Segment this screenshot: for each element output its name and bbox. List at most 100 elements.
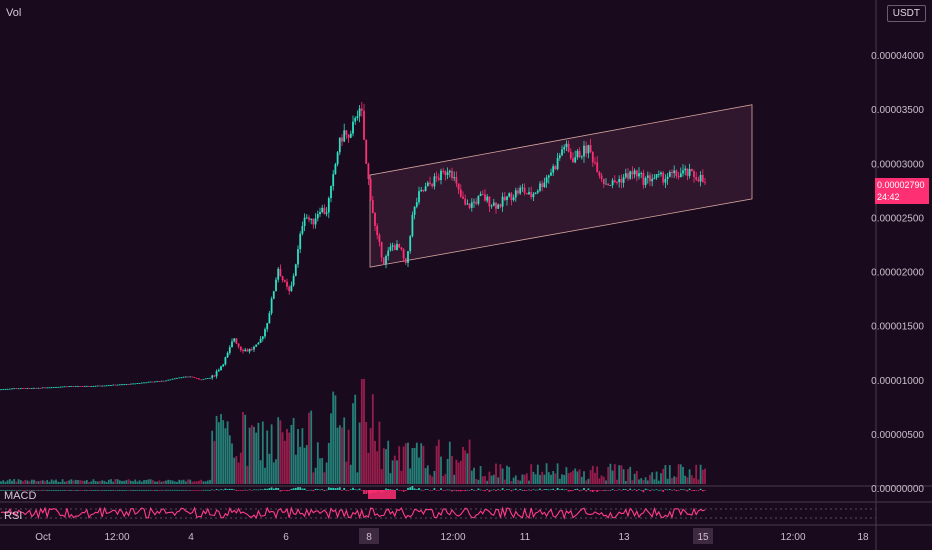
candle-body xyxy=(314,218,317,225)
volume-bar xyxy=(556,463,559,484)
macd-histogram-bar xyxy=(90,489,93,491)
time-tick-highlight xyxy=(359,528,379,544)
candle-body xyxy=(363,110,365,140)
macd-histogram-bar xyxy=(609,489,612,491)
macd-histogram-bar xyxy=(292,488,295,490)
volume-bar xyxy=(173,481,176,484)
macd-histogram-bar xyxy=(228,488,231,490)
macd-histogram-bar xyxy=(446,489,449,491)
candle-body xyxy=(41,387,44,389)
macd-histogram-bar xyxy=(114,490,117,491)
candle-body xyxy=(655,174,658,178)
volume-bar xyxy=(74,479,77,484)
candle-body xyxy=(583,145,585,157)
volume-bar xyxy=(209,479,211,484)
macd-histogram-bar xyxy=(642,490,645,493)
macd-histogram-bar xyxy=(235,490,238,491)
volume-bar xyxy=(475,479,478,484)
candle-body xyxy=(134,383,137,385)
macd-histogram-bar xyxy=(338,487,341,490)
volume-bar xyxy=(424,468,427,484)
volume-bar xyxy=(352,403,354,484)
candle-body xyxy=(580,156,583,158)
macd-histogram-bar xyxy=(591,490,594,492)
macd-histogram-bar xyxy=(521,489,524,491)
candle-body xyxy=(268,313,271,324)
candle-body xyxy=(341,137,343,142)
macd-histogram-bar xyxy=(501,488,504,490)
volume-bar xyxy=(541,471,544,484)
candle-body xyxy=(517,190,519,194)
candle-body xyxy=(481,193,484,195)
volume-bar xyxy=(697,479,700,484)
candle-body xyxy=(132,383,134,385)
volume-bar xyxy=(512,477,515,484)
time-axis[interactable]: Oct 12:00 4 6 8 12:00 11 13 15 12:00 18 xyxy=(35,528,869,544)
candle-body xyxy=(398,244,401,248)
volume-bar xyxy=(160,481,163,484)
volume-bar xyxy=(563,475,566,484)
candle-body xyxy=(233,338,236,342)
parallel-channel-drawing[interactable] xyxy=(369,104,753,268)
macd-histogram-bar xyxy=(33,489,35,491)
macd-histogram-bar xyxy=(664,489,667,490)
volume-bar xyxy=(508,466,511,484)
candle-body xyxy=(679,173,682,178)
candle-body xyxy=(497,204,500,209)
macd-histogram-bar xyxy=(594,490,596,491)
volume-bar xyxy=(99,481,101,484)
macd-histogram-bar xyxy=(583,488,585,490)
currency-badge[interactable]: USDT xyxy=(886,5,926,22)
macd-histogram-bar xyxy=(180,489,183,491)
candle-body xyxy=(92,386,95,387)
macd-histogram-bar xyxy=(444,490,447,491)
candle-body xyxy=(589,145,592,152)
candle-body xyxy=(422,189,425,192)
macd-histogram-bar xyxy=(327,487,330,490)
candle-body xyxy=(99,385,101,387)
rsi-line xyxy=(0,506,706,520)
macd-histogram-bar xyxy=(281,490,284,491)
candle-body xyxy=(352,121,354,134)
volume-bar xyxy=(385,449,387,484)
volume-bar xyxy=(554,473,557,484)
macd-histogram-bar xyxy=(270,487,273,490)
candle-body xyxy=(204,378,207,380)
candle-body xyxy=(642,172,645,185)
macd-indicator-label[interactable]: MACD xyxy=(4,490,37,502)
candle-body xyxy=(521,187,524,189)
candle-body xyxy=(193,377,196,378)
candle-body xyxy=(275,279,277,292)
candle-body xyxy=(66,386,68,388)
volume-bar xyxy=(88,481,90,484)
macd-histogram-bar xyxy=(459,490,462,492)
candle-body xyxy=(305,217,308,219)
candle-body xyxy=(569,151,572,159)
time-tick-label: 12:00 xyxy=(104,532,129,543)
macd-histogram-bar xyxy=(112,489,115,491)
volume-bar xyxy=(400,470,403,484)
time-tick-label: 6 xyxy=(283,532,289,543)
macd-histogram-bar xyxy=(290,488,293,490)
volume-bar xyxy=(286,428,288,484)
volume-bar xyxy=(237,462,240,484)
macd-histogram-bar xyxy=(165,489,167,491)
macd-histogram-bar xyxy=(299,487,302,490)
candle-body xyxy=(127,384,130,385)
price-axis[interactable]: 0.00004000 0.00003500 0.00003000 0.00002500… xyxy=(871,51,924,495)
macd-histogram-bar xyxy=(653,489,656,491)
volume-bar xyxy=(224,428,227,484)
candle-body xyxy=(140,382,143,384)
volume-bar xyxy=(169,480,172,484)
volume-bar xyxy=(235,456,238,484)
macd-histogram-bar xyxy=(303,488,306,490)
volume-bar xyxy=(112,481,115,484)
candle-body xyxy=(393,245,396,251)
rsi-indicator-label[interactable]: RSI xyxy=(4,510,23,522)
candle-body xyxy=(468,203,471,208)
candle-body xyxy=(321,207,324,213)
macd-histogram-bar xyxy=(149,489,152,491)
volume-indicator-label[interactable]: Vol xyxy=(6,7,22,19)
candle-body xyxy=(74,386,77,387)
